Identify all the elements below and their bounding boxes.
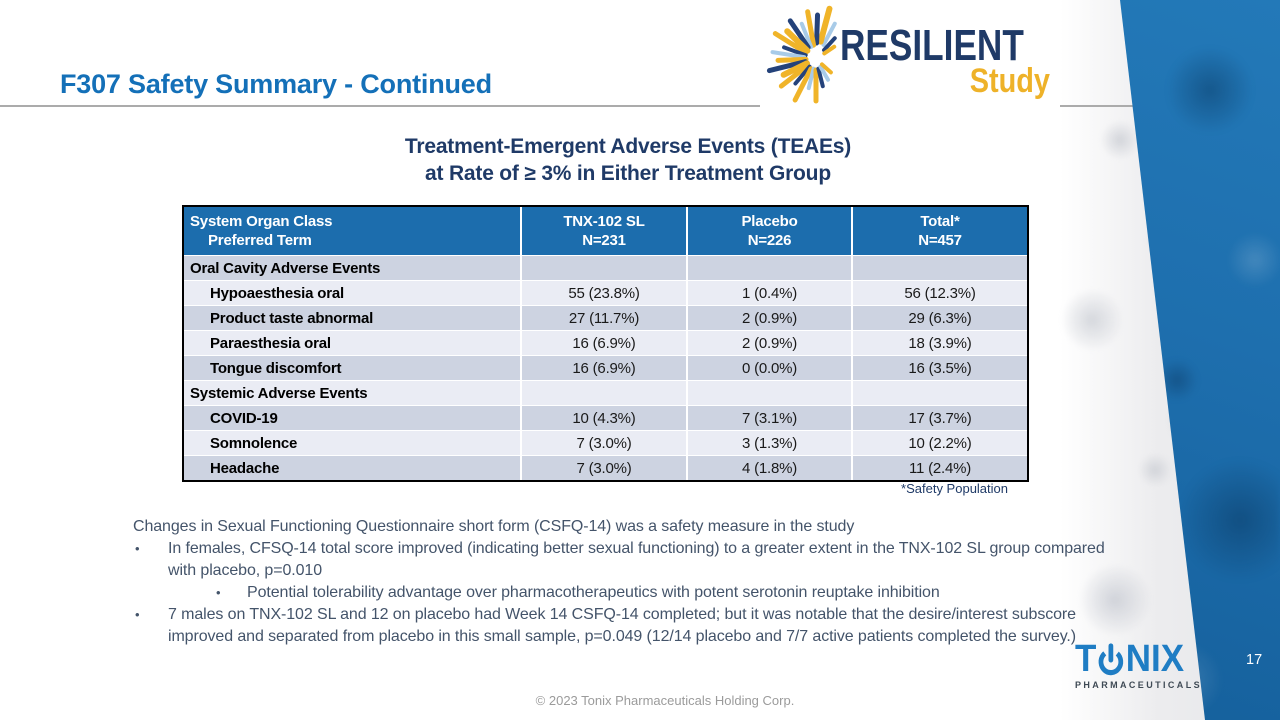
header-tnx102sl: TNX-102 SL N=231 — [522, 207, 688, 256]
tnx-cell: 16 (6.9%) — [522, 331, 688, 356]
notes-block: Changes in Sexual Functioning Questionna… — [133, 516, 1111, 648]
bullet-text: 7 males on TNX-102 SL and 12 on placebo … — [168, 606, 1076, 645]
tonix-pharmaceuticals-logo: T NIX PHARMACEUTICALS — [1075, 640, 1215, 690]
row-label-cell: COVID-19 — [184, 406, 522, 431]
row-label-cell: Hypoaesthesia oral — [184, 281, 522, 306]
notes-intro: Changes in Sexual Functioning Questionna… — [133, 518, 855, 535]
placebo-cell: 1 (0.4%) — [688, 281, 853, 306]
tnx-cell: 7 (3.0%) — [522, 431, 688, 456]
placebo-cell: 7 (3.1%) — [688, 406, 853, 431]
row-label-cell: Tongue discomfort — [184, 356, 522, 381]
placebo-cell: 2 (0.9%) — [688, 306, 853, 331]
table-row: Headache 7 (3.0%) 4 (1.8%) 11 (2.4%) — [184, 456, 1027, 480]
table-row: Oral Cavity Adverse Events — [184, 256, 1027, 281]
table-row: Somnolence 7 (3.0%) 3 (1.3%) 10 (2.2%) — [184, 431, 1027, 456]
tnx-cell: 27 (11.7%) — [522, 306, 688, 331]
row-label-cell: Headache — [184, 456, 522, 480]
total-cell: 11 (2.4%) — [908, 459, 972, 477]
total-cell: 10 (2.2%) — [853, 431, 1027, 456]
header-system-organ-class: System Organ Class Preferred Term — [184, 207, 522, 256]
table-row: Paraesthesia oral 16 (6.9%) 2 (0.9%) 18 (3.… — [184, 331, 1027, 356]
total-cell: 56 (12.3%) — [853, 281, 1027, 306]
tnx-cell: 10 (4.3%) — [522, 406, 688, 431]
copyright-footer: © 2023 Tonix Pharmaceuticals Holding Cor… — [535, 693, 795, 708]
table-footnote: *Safety Population — [901, 481, 1008, 496]
total-cell: 17 (3.7%) — [853, 406, 1027, 431]
row-label-cell: Systemic Adverse Events — [184, 381, 522, 406]
table-row: COVID-19 10 (4.3%) 7 (3.1%) 17 (3.7%) — [184, 406, 1027, 431]
resilient-study-logo: RESILIENT Study — [760, 0, 1060, 110]
total-cell — [853, 256, 1027, 281]
bullet-text: Potential tolerability advantage over ph… — [247, 584, 940, 601]
tnx-cell: 7 (3.0%) — [522, 456, 688, 480]
placebo-cell — [688, 381, 853, 406]
row-label-cell: Paraesthesia oral — [184, 331, 522, 356]
bullet-marker: • — [216, 585, 221, 600]
bullet-text: In females, CFSQ-14 total score improved… — [168, 540, 1105, 579]
placebo-cell — [688, 256, 853, 281]
row-label-cell: Somnolence — [184, 431, 522, 456]
total-cell — [853, 381, 1027, 406]
total-cell: 16 (3.5%) — [853, 356, 1027, 381]
title-divider — [0, 105, 1133, 107]
tonix-logo-subtext: PHARMACEUTICALS — [1075, 680, 1202, 690]
bullet-marker: • — [135, 541, 140, 556]
header-total: Total* N=457 — [853, 207, 1027, 256]
bullet-item: • Potential tolerability advantage over p… — [133, 582, 1111, 604]
tonix-logo-text: T NIX — [1075, 638, 1185, 680]
placebo-cell: 0 (0.0%) — [688, 356, 853, 381]
table-row: Systemic Adverse Events — [184, 381, 1027, 406]
power-icon — [1098, 643, 1124, 676]
header-placebo: Placebo N=226 — [688, 207, 853, 256]
bullet-marker: • — [135, 607, 140, 622]
bullet-item: • In females, CFSQ-14 total score improve… — [133, 538, 1111, 582]
tnx-cell: 16 (6.9%) — [522, 356, 688, 381]
total-cell: 18 (3.9%) — [853, 331, 1027, 356]
table-row: Tongue discomfort 16 (6.9%) 0 (0.0%) 16 (3.… — [184, 356, 1027, 381]
tnx-cell — [522, 256, 688, 281]
row-label-cell: Oral Cavity Adverse Events — [184, 256, 522, 281]
total-cell: 29 (6.3%) — [853, 306, 1027, 331]
table-title-line2: at Rate of ≥ 3% in Either Treatment Grou… — [425, 162, 831, 185]
placebo-cell: 3 (1.3%) — [688, 431, 853, 456]
teae-table: System Organ Class Preferred Term TNX-10… — [182, 205, 1029, 482]
table-row: Product taste abnormal 27 (11.7%) 2 (0.9%)… — [184, 306, 1027, 331]
page-number: 17 — [1246, 652, 1263, 668]
row-label-cell: Product taste abnormal — [184, 306, 522, 331]
bullet-item: • 7 males on TNX-102 SL and 12 on placebo… — [133, 604, 1111, 648]
tnx-cell — [522, 381, 688, 406]
table-row: Hypoaesthesia oral 55 (23.8%) 1 (0.4%) 56 (… — [184, 281, 1027, 306]
table-header-row: System Organ Class Preferred Term TNX-10… — [184, 207, 1027, 256]
tnx-cell: 55 (23.8%) — [522, 281, 688, 306]
resilient-logo-text: RESILIENT — [840, 21, 1024, 70]
placebo-cell: 2 (0.9%) — [688, 331, 853, 356]
table-title: Treatment-Emergent Adverse Events (TEAEs… — [228, 133, 1028, 187]
table-title-line1: Treatment-Emergent Adverse Events (TEAEs… — [404, 135, 852, 158]
page-title: F307 Safety Summary - Continued — [60, 69, 492, 99]
placebo-cell: 4 (1.8%) — [688, 456, 853, 480]
resilient-logo-subtext: Study — [969, 62, 1050, 100]
starburst-icon — [766, 5, 837, 104]
